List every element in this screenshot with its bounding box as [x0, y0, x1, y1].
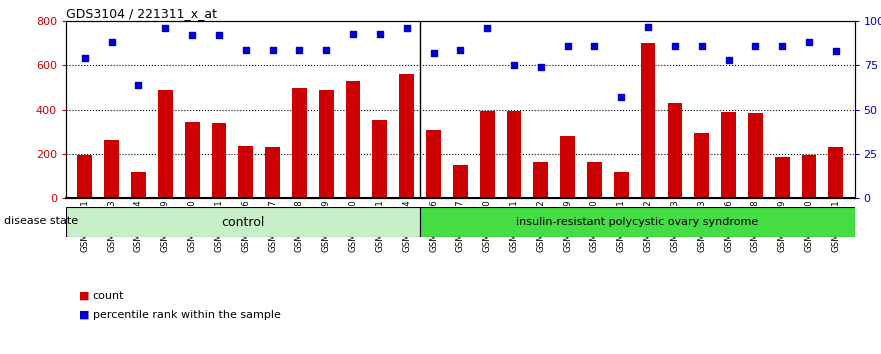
Bar — [774, 157, 789, 198]
Bar — [345, 81, 360, 198]
Bar — [131, 172, 146, 198]
Point — [722, 57, 736, 63]
Point — [400, 25, 414, 31]
Bar — [640, 44, 655, 198]
Text: disease state: disease state — [4, 216, 78, 226]
Bar — [453, 165, 468, 198]
Point — [507, 63, 521, 68]
Point — [212, 33, 226, 38]
Point — [319, 47, 333, 52]
Bar — [292, 88, 307, 198]
Text: GDS3104 / 221311_x_at: GDS3104 / 221311_x_at — [66, 7, 217, 20]
Text: control: control — [221, 216, 264, 229]
Bar — [426, 130, 440, 198]
Bar — [319, 91, 334, 198]
Bar — [211, 123, 226, 198]
Bar — [78, 155, 93, 198]
Bar — [480, 111, 494, 198]
Point — [78, 56, 92, 61]
Text: ■: ■ — [79, 310, 90, 320]
Point — [641, 24, 655, 29]
Point — [453, 47, 467, 52]
Bar — [587, 162, 602, 198]
Point — [131, 82, 145, 88]
Point — [829, 48, 843, 54]
Point — [534, 64, 548, 70]
Point — [292, 47, 307, 52]
Point — [694, 43, 708, 49]
Text: count: count — [93, 291, 124, 301]
Point — [614, 95, 628, 100]
Point — [802, 40, 816, 45]
Point — [346, 31, 360, 36]
Point — [159, 25, 173, 31]
Bar — [104, 139, 119, 198]
Point — [105, 40, 119, 45]
Bar — [419, 207, 855, 237]
Bar — [560, 136, 575, 198]
Bar — [694, 133, 709, 198]
Text: ■: ■ — [79, 291, 90, 301]
Bar — [507, 111, 522, 198]
Point — [373, 31, 387, 36]
Point — [185, 33, 199, 38]
Point — [668, 43, 682, 49]
Bar — [399, 74, 414, 198]
Bar — [158, 90, 173, 198]
Point — [239, 47, 253, 52]
Point — [560, 43, 574, 49]
Bar — [185, 122, 199, 198]
Point — [748, 43, 762, 49]
Bar — [66, 207, 419, 237]
Bar — [668, 103, 682, 198]
Text: percentile rank within the sample: percentile rank within the sample — [93, 310, 280, 320]
Bar — [722, 112, 736, 198]
Bar — [828, 147, 843, 198]
Text: insulin-resistant polycystic ovary syndrome: insulin-resistant polycystic ovary syndr… — [516, 217, 759, 227]
Point — [480, 25, 494, 31]
Point — [265, 47, 279, 52]
Bar — [265, 147, 280, 198]
Bar — [748, 113, 763, 198]
Bar — [614, 172, 629, 198]
Bar — [533, 162, 548, 198]
Point — [426, 50, 440, 56]
Bar — [239, 146, 253, 198]
Point — [775, 43, 789, 49]
Bar — [802, 155, 817, 198]
Bar — [373, 120, 388, 198]
Point — [588, 43, 602, 49]
